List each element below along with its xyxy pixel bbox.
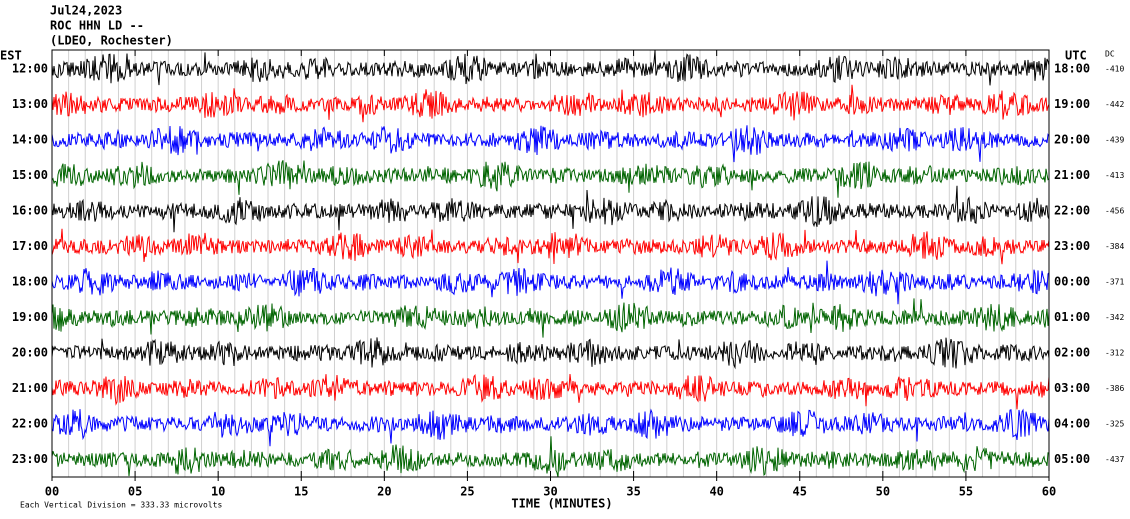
x-tick-label: 00	[45, 485, 59, 499]
plot-frame	[51, 49, 1050, 478]
trace	[51, 50, 1050, 86]
utc-label: 23:00	[1054, 239, 1090, 253]
title-line: Jul24,2023	[50, 4, 122, 18]
trace	[51, 373, 1050, 410]
est-label: 14:00	[12, 133, 48, 147]
dc-label: DC	[1105, 50, 1115, 59]
est-label: 21:00	[12, 381, 48, 395]
utc-label: 22:00	[1054, 204, 1090, 218]
utc-label: 18:00	[1054, 62, 1090, 76]
utc-label: 02:00	[1054, 346, 1090, 360]
x-tick-label: 45	[793, 485, 807, 499]
dc-value: -410	[1105, 65, 1124, 74]
dc-value: -371	[1105, 278, 1124, 287]
est-label: 22:00	[12, 417, 48, 431]
trace	[51, 408, 1050, 447]
dc-value: -413	[1105, 171, 1124, 180]
left-axis-label: EST	[0, 49, 22, 63]
utc-label: 04:00	[1054, 417, 1090, 431]
trace	[51, 436, 1050, 478]
x-tick-label: 30	[543, 485, 557, 499]
x-axis-label: TIME (MINUTES)	[511, 497, 612, 511]
title-line: (LDEO, Rochester)	[50, 34, 173, 48]
title-line: ROC HHN LD --	[50, 19, 144, 33]
est-label: 13:00	[12, 97, 48, 111]
dc-value: -342	[1105, 313, 1124, 322]
est-label: 18:00	[12, 275, 48, 289]
x-tick-label: 05	[128, 485, 142, 499]
trace	[51, 185, 1050, 233]
utc-label: 01:00	[1054, 310, 1090, 324]
footer: Each Vertical Division = 333.33 microvol…	[20, 501, 222, 510]
utc-label: 21:00	[1054, 168, 1090, 182]
est-label: 16:00	[12, 204, 48, 218]
trace	[51, 298, 1050, 338]
est-label: 15:00	[12, 168, 48, 182]
x-tick-label: 60	[1042, 485, 1056, 499]
trace	[51, 337, 1050, 370]
utc-label: 19:00	[1054, 97, 1090, 111]
dc-value: -437	[1105, 455, 1124, 464]
x-tick-label: 15	[294, 485, 308, 499]
est-label: 17:00	[12, 239, 48, 253]
dc-value: -384	[1105, 242, 1124, 251]
dc-value: -456	[1105, 207, 1124, 216]
trace	[51, 260, 1050, 305]
utc-label: 00:00	[1054, 275, 1090, 289]
x-tick-label: 50	[876, 485, 890, 499]
trace	[51, 228, 1050, 265]
est-label: 23:00	[12, 452, 48, 466]
est-label: 12:00	[12, 62, 48, 76]
utc-label: 03:00	[1054, 381, 1090, 395]
utc-label: 20:00	[1054, 133, 1090, 147]
dc-value: -325	[1105, 420, 1124, 429]
right-axis-label: UTC	[1065, 49, 1087, 63]
dc-value: -439	[1105, 136, 1124, 145]
dc-value: -442	[1105, 100, 1124, 109]
x-tick-label: 25	[460, 485, 474, 499]
trace	[51, 160, 1050, 198]
est-label: 20:00	[12, 346, 48, 360]
dc-value: -312	[1105, 349, 1124, 358]
x-tick-label: 35	[626, 485, 640, 499]
trace	[51, 84, 1050, 123]
x-tick-label: 20	[377, 485, 391, 499]
x-tick-label: 10	[211, 485, 225, 499]
dc-value: -386	[1105, 384, 1124, 393]
utc-label: 05:00	[1054, 452, 1090, 466]
x-tick-label: 40	[709, 485, 723, 499]
trace	[51, 125, 1050, 163]
est-label: 19:00	[12, 310, 48, 324]
x-tick-label: 55	[959, 485, 973, 499]
